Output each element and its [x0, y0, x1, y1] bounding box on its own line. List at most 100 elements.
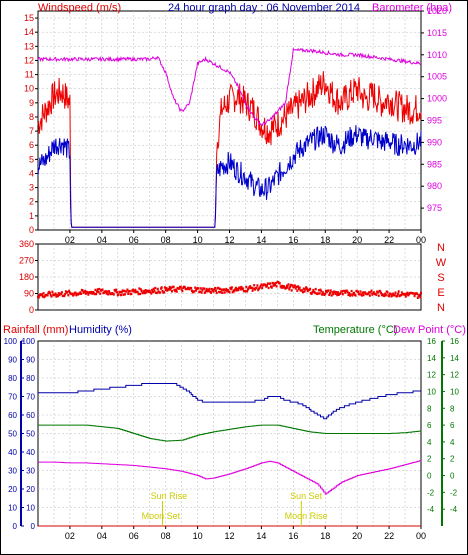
panel1-x-ticks: 02 04 06 08 10 12 14 16 18 20 22 00 [65, 230, 426, 245]
dewpoint-tick-label: 14 [450, 354, 459, 363]
wind-tick-label: 8 [29, 112, 34, 122]
wind-tick-label: 1 [29, 211, 34, 221]
barometer-axis-label: Barometer (hpa) [372, 2, 452, 14]
direction-tick-label: 360 [19, 239, 34, 249]
rainfall-tick-label: 80 [8, 374, 17, 383]
panel3-left-ticks: 0 0 10 10 20 20 30 30 40 40 50 50 60 60 70 70 80 80 90 90 10… [4, 337, 36, 531]
compass-letter: E [437, 287, 444, 299]
barometer-tick-label: 975 [427, 203, 442, 213]
x-tick-label: 02 [65, 235, 75, 245]
series-line-average [37, 125, 422, 228]
panel1-right-ticks: 975 980 985 990 995 1000 1005 1010 1015 1020 [421, 6, 447, 213]
moon-set-label: Moon Set [142, 511, 181, 521]
panel1-series [37, 47, 422, 228]
dewpoint-tick-label: 4 [450, 438, 455, 447]
wind-tick-label: 9 [29, 98, 34, 108]
humidity-tick-label: 30 [26, 467, 35, 476]
temperature-tick-label: 14 [427, 354, 436, 363]
wind-tick-label: 11 [25, 70, 34, 80]
humidity-tick-label: 40 [26, 448, 35, 457]
series-line-dew-point [38, 460, 422, 495]
dewpoint-tick-label: 0 [450, 472, 455, 481]
sun-set-label: Sun Set [290, 491, 323, 501]
humidity-tick-label: 50 [26, 430, 35, 439]
panel2-series [37, 280, 422, 299]
barometer-tick-label: 985 [427, 159, 442, 169]
x-tick-label: 08 [161, 235, 171, 245]
humidity-tick-label: 70 [26, 393, 35, 402]
direction-tick-label: 90 [24, 289, 34, 299]
series-line-humidity [38, 383, 421, 420]
humidity-tick-label: 10 [26, 504, 35, 513]
temperature-axis-label: Temperature (°C) [313, 324, 397, 336]
x-tick-label: 08 [161, 531, 171, 541]
temperature-tick-label: -4 [427, 505, 435, 514]
temperature-tick-label: 4 [427, 438, 432, 447]
x-tick-label: 00 [416, 531, 426, 541]
direction-points [37, 280, 422, 299]
humidity-tick-label: 80 [26, 374, 35, 383]
temperature-tick-label: 8 [427, 404, 432, 413]
rainfall-tick-label: 60 [8, 411, 17, 420]
x-tick-label: 16 [288, 235, 298, 245]
barometer-tick-label: 1000 [427, 94, 447, 104]
rainfall-tick-label: 90 [8, 356, 17, 365]
temperature-tick-label: 2 [427, 455, 432, 464]
dewpoint-tick-label: 12 [450, 371, 459, 380]
temperature-tick-label: 0 [427, 472, 432, 481]
wind-tick-label: 0 [29, 225, 34, 235]
x-tick-label: 14 [256, 531, 266, 541]
humidity-tick-label: 0 [31, 522, 36, 531]
panel3-x-ticks: 02 04 06 08 10 12 14 16 18 20 22 00 [65, 526, 426, 541]
humidity-axis-label: Humidity (%) [69, 324, 132, 336]
series-line-temperature [38, 424, 422, 442]
series-line-barometer [37, 47, 422, 127]
dewpoint-tick-label: 8 [450, 404, 455, 413]
x-tick-label: 20 [352, 235, 362, 245]
sun-rise-label: Sun Rise [151, 491, 188, 501]
x-tick-label: 12 [224, 235, 234, 245]
dewpoint-tick-label: -2 [450, 488, 458, 497]
temperature-tick-label: -2 [427, 488, 435, 497]
humidity-tick-label: 100 [22, 337, 36, 346]
temperature-tick-label: 16 [427, 337, 436, 346]
dewpoint-tick-label: 10 [450, 387, 459, 396]
x-tick-label: 12 [224, 531, 234, 541]
x-tick-label: 22 [384, 235, 394, 245]
dewpoint-axis-label: Dew Point (°C) [393, 324, 466, 336]
x-tick-label: 22 [384, 531, 394, 541]
rainfall-axis-label: Rainfall (mm) [3, 324, 68, 336]
humidity-tick-label: 90 [26, 356, 35, 365]
x-tick-label: 06 [129, 235, 139, 245]
compass-letter: N [437, 242, 445, 254]
compass-letter: N [437, 302, 445, 314]
x-tick-label: 20 [352, 531, 362, 541]
x-tick-label: 16 [288, 531, 298, 541]
barometer-tick-label: 1015 [427, 28, 447, 38]
direction-tick-label: 180 [19, 272, 34, 282]
humidity-tick-label: 20 [26, 485, 35, 494]
direction-tick-label: 270 [19, 256, 34, 266]
wind-axis-label: Windspeed (m/s) [38, 2, 121, 14]
x-tick-label: 06 [129, 531, 139, 541]
wind-tick-label: 7 [29, 126, 34, 136]
barometer-tick-label: 1005 [427, 72, 447, 82]
x-tick-label: 00 [416, 235, 426, 245]
panel3-series [38, 383, 422, 527]
rainfall-tick-label: 10 [8, 504, 17, 513]
chart-title: 24 hour graph day : 06 November 2014 [168, 2, 360, 14]
temperature-tick-label: 10 [427, 387, 436, 396]
wind-tick-label: 5 [29, 154, 34, 164]
rainfall-tick-label: 40 [8, 448, 17, 457]
wind-tick-label: 3 [29, 183, 34, 193]
rainfall-tick-label: 70 [8, 393, 17, 402]
x-tick-label: 04 [97, 531, 107, 541]
barometer-tick-label: 990 [427, 137, 442, 147]
x-tick-label: 14 [256, 235, 266, 245]
wind-tick-label: 2 [29, 197, 34, 207]
